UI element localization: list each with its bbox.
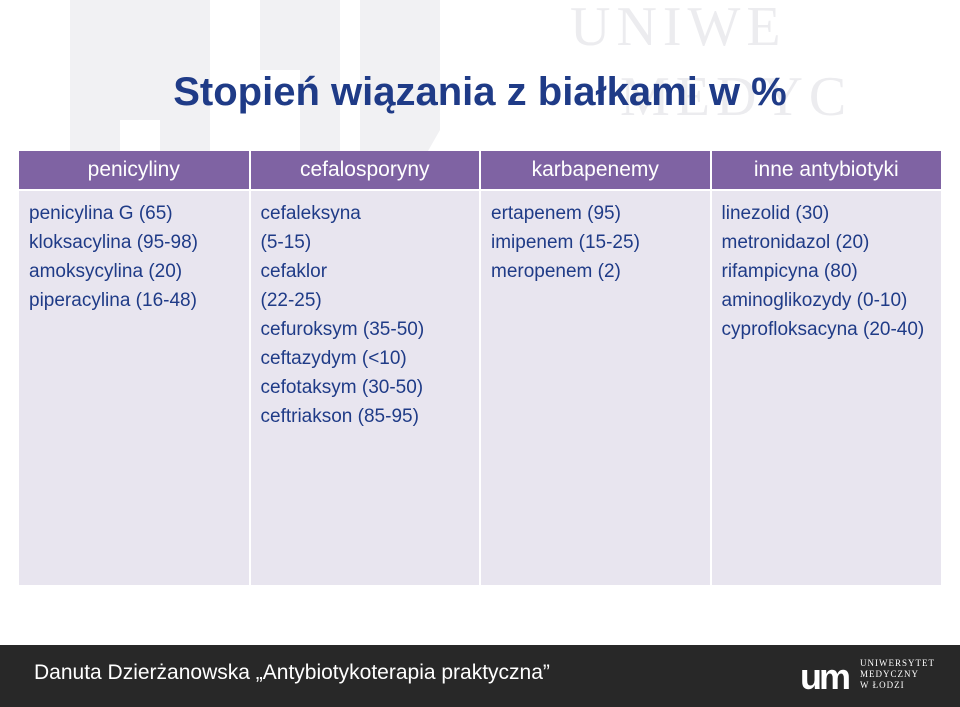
cell-carbapenems: ertapenem (95) imipenem (15-25) meropene… bbox=[480, 189, 712, 585]
list-item: linezolid (30) bbox=[721, 203, 830, 224]
protein-binding-table: penicyliny cefalosporyny karbapenemy inn… bbox=[19, 151, 941, 585]
list-item: piperacylina (16-48) bbox=[29, 290, 197, 311]
um-logo-icon: um bbox=[800, 659, 852, 693]
list-item: penicylina G (65) bbox=[29, 203, 173, 224]
footer-bar: Danuta Dzierżanowska „Antybiotykoterapia… bbox=[0, 645, 960, 707]
slide-title: Stopień wiązania z białkami w % bbox=[173, 70, 787, 114]
university-logo: um UNIWERSYTET MEDYCZNY W ŁODZI bbox=[800, 657, 950, 697]
list-item: (5-15) bbox=[260, 232, 312, 253]
list-item: cefotaksym (30-50) bbox=[260, 377, 424, 398]
logo-wordmark: UNIWERSYTET MEDYCZNY W ŁODZI bbox=[860, 658, 935, 691]
list-item: meropenem (2) bbox=[491, 261, 621, 282]
header-carbapenems: karbapenemy bbox=[480, 151, 712, 190]
table-row: penicylina G (65) kloksacylina (95-98) a… bbox=[19, 189, 941, 585]
list-item: ertapenem (95) bbox=[491, 203, 621, 224]
list-item: (22-25) bbox=[260, 290, 322, 311]
watermark-line-1: UNIWE bbox=[570, 0, 787, 58]
table-header-row: penicyliny cefalosporyny karbapenemy inn… bbox=[19, 151, 941, 190]
logo-line-3: W ŁODZI bbox=[860, 680, 905, 690]
footer-citation: Danuta Dzierżanowska „Antybiotykoterapia… bbox=[34, 661, 550, 684]
list-item: metronidazol (20) bbox=[721, 232, 870, 253]
list-item: cefuroksym (35-50) bbox=[260, 319, 425, 340]
list-item: kloksacylina (95-98) bbox=[29, 232, 198, 253]
cell-cephalosporins: cefaleksyna (5-15) cefaklor (22-25) cefu… bbox=[249, 189, 481, 585]
list-item: ceftriakson (85-95) bbox=[260, 406, 419, 427]
list-item: cefaleksyna bbox=[260, 203, 361, 224]
header-penicillins: penicyliny bbox=[19, 151, 251, 190]
list-item: imipenem (15-25) bbox=[491, 232, 640, 253]
list-item: rifampicyna (80) bbox=[721, 261, 858, 282]
list-item: amoksycylina (20) bbox=[29, 261, 183, 282]
cell-other-antibiotics: linezolid (30) metronidazol (20) rifampi… bbox=[710, 189, 941, 585]
logo-line-2: MEDYCZNY bbox=[860, 669, 919, 679]
header-cephalosporins: cefalosporyny bbox=[249, 151, 481, 190]
cell-penicillins: penicylina G (65) kloksacylina (95-98) a… bbox=[19, 189, 251, 585]
logo-line-1: UNIWERSYTET bbox=[860, 658, 935, 668]
list-item: aminoglikozydy (0-10) bbox=[721, 290, 908, 311]
list-item: ceftazydym (<10) bbox=[260, 348, 407, 369]
header-other-antibiotics: inne antybiotyki bbox=[710, 151, 941, 190]
list-item: cyprofloksacyna (20-40) bbox=[721, 319, 925, 340]
logo-mark-text: um bbox=[800, 659, 849, 693]
list-item: cefaklor bbox=[260, 261, 328, 282]
